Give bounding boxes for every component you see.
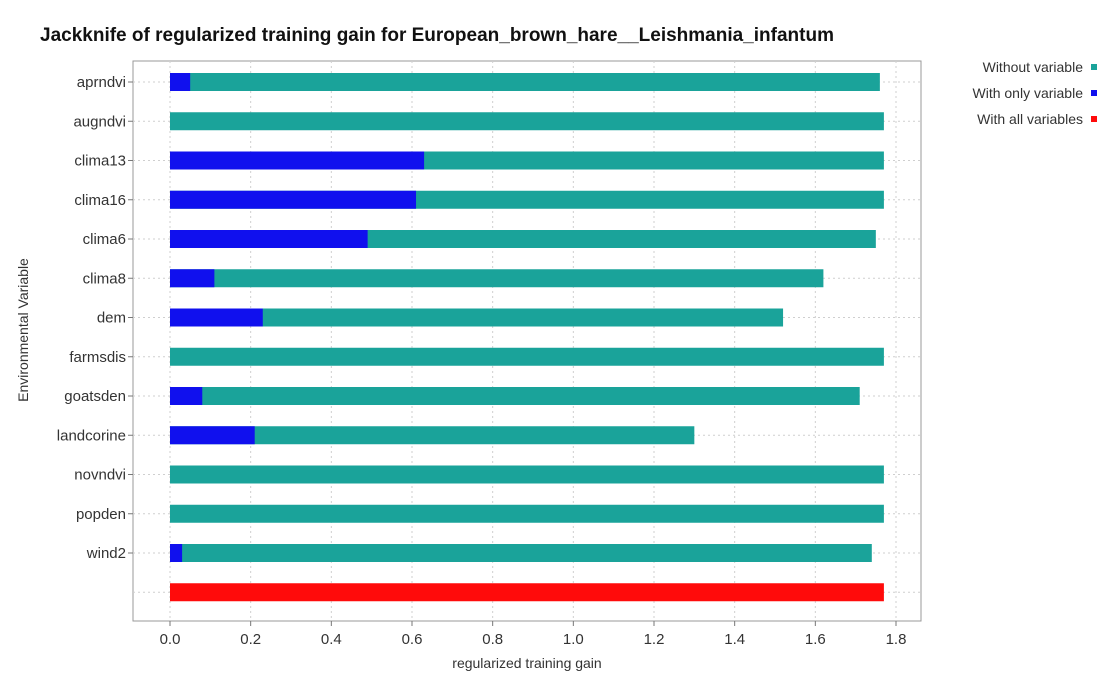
x-tick-label: 0.4	[321, 631, 342, 648]
legend: Without variable With only variable With a…	[973, 59, 1097, 127]
legend-swatch	[1091, 90, 1097, 96]
bar-without-augndvi	[170, 112, 884, 131]
bar-without-novndvi	[170, 465, 884, 484]
category-label-clima6: clima6	[83, 231, 126, 248]
bar-with-all-variables	[170, 583, 884, 602]
x-axis-label: regularized training gain	[452, 655, 601, 671]
bar-only-clima13	[170, 151, 425, 170]
category-label-popden: popden	[76, 506, 126, 523]
category-labels: aprndvi augndvi clima13 clima16 clima6 clima8…	[57, 74, 133, 562]
bar-without-dem	[170, 308, 784, 327]
bars	[170, 73, 884, 602]
category-label-augndvi: augndvi	[73, 113, 126, 130]
category-label-clima16: clima16	[74, 192, 126, 209]
bar-only-dem	[170, 308, 263, 327]
x-tick-label: 0.6	[402, 631, 423, 648]
bar-only-wind2	[170, 544, 183, 562]
category-label-farmsdis: farmsdis	[69, 349, 126, 366]
x-tick-label: 1.4	[724, 631, 745, 648]
bar-without-aprndvi	[170, 73, 880, 91]
category-label-landcorine: landcorine	[57, 427, 126, 444]
category-label-goatsden: goatsden	[64, 388, 126, 405]
bar-only-clima6	[170, 230, 368, 248]
legend-label: With only variable	[973, 85, 1084, 101]
bar-without-clima8	[170, 269, 824, 288]
x-tick-label: 1.6	[805, 631, 826, 648]
legend-label: With all variables	[977, 111, 1083, 127]
x-tick-label: 1.8	[886, 631, 907, 648]
x-tick-label: 1.2	[644, 631, 665, 648]
bar-without-landcorine	[170, 426, 695, 445]
x-tick-label: 0.2	[240, 631, 261, 648]
category-label-wind2: wind2	[86, 545, 126, 562]
y-axis-label: Environmental Variable	[15, 258, 31, 402]
x-tick-label: 0.0	[160, 631, 181, 648]
legend-label: Without variable	[983, 59, 1084, 75]
x-tick-labels: 0.0 0.2 0.4 0.6 0.8 1.0 1.2 1.4 1.6 1.8	[160, 621, 907, 648]
chart-title: Jackknife of regularized training gain f…	[40, 25, 834, 46]
bar-only-clima8	[170, 269, 215, 288]
x-tick-label: 1.0	[563, 631, 584, 648]
bar-without-wind2	[170, 544, 872, 562]
bar-only-goatsden	[170, 387, 203, 405]
category-label-aprndvi: aprndvi	[77, 74, 126, 91]
bar-only-aprndvi	[170, 73, 191, 91]
category-label-dem: dem	[97, 310, 126, 327]
x-tick-label: 0.8	[482, 631, 503, 648]
bar-without-popden	[170, 504, 884, 523]
category-label-clima8: clima8	[83, 270, 126, 287]
category-label-novndvi: novndvi	[74, 467, 126, 484]
legend-swatch	[1091, 116, 1097, 122]
bar-only-landcorine	[170, 426, 255, 445]
plot-area	[132, 60, 922, 622]
category-label-clima13: clima13	[74, 153, 126, 170]
bar-without-goatsden	[170, 387, 860, 405]
bar-only-clima16	[170, 190, 417, 209]
bar-without-farmsdis	[170, 347, 884, 366]
legend-swatch	[1091, 64, 1097, 70]
